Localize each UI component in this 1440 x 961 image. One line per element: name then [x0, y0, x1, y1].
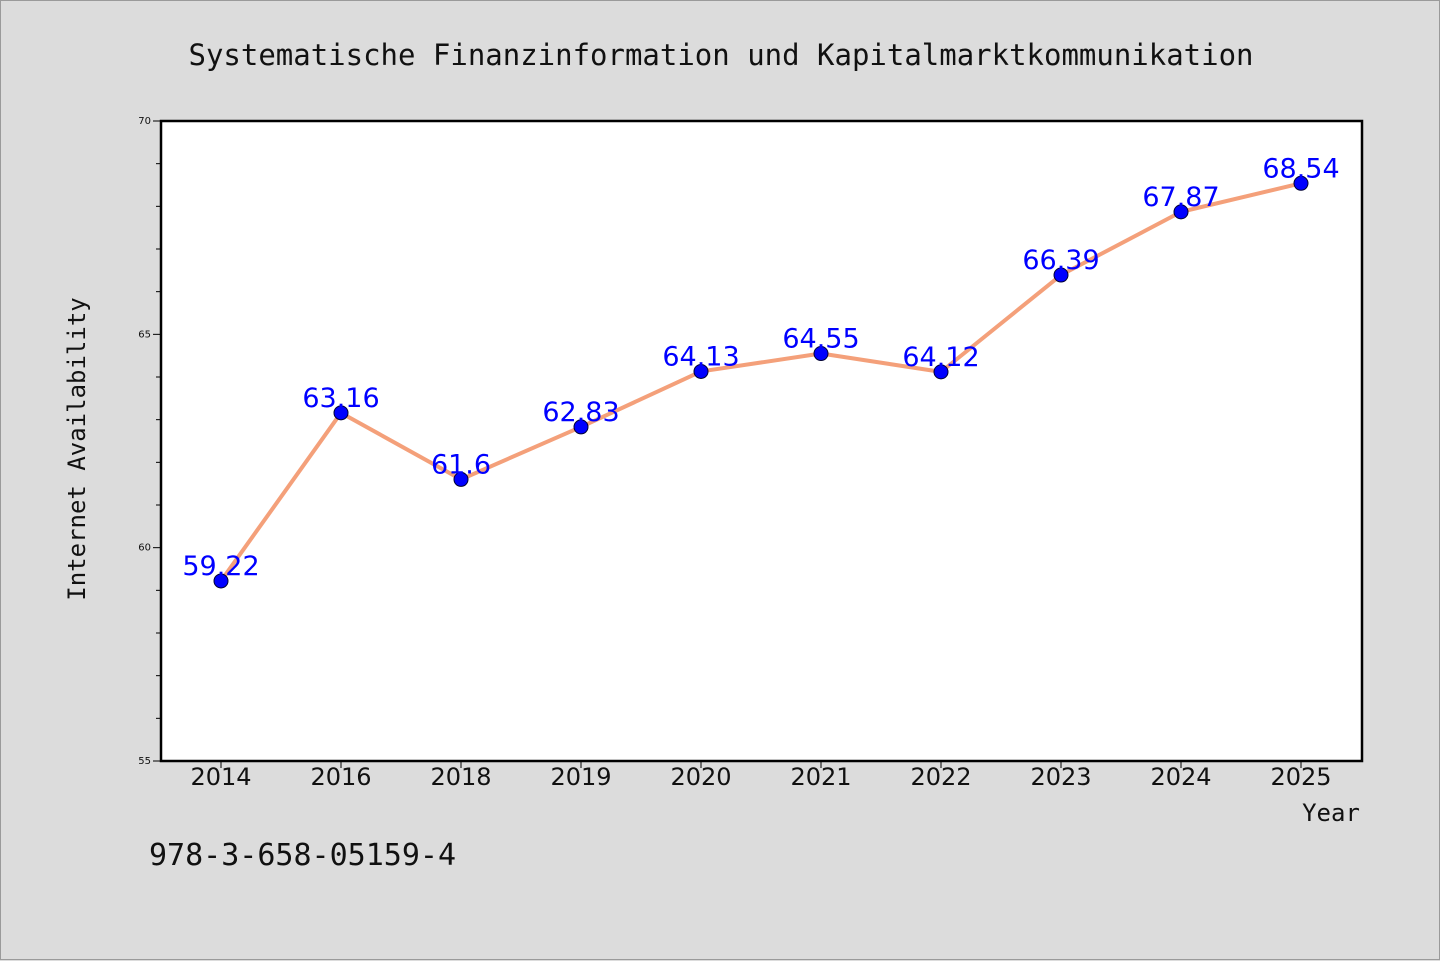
data-label: 64.55	[782, 324, 859, 355]
data-point	[333, 405, 349, 421]
x-tick-label: 2025	[1270, 763, 1331, 791]
data-point	[213, 573, 229, 589]
data-point	[813, 346, 829, 362]
plot-area	[161, 121, 1362, 761]
data-point	[1173, 204, 1189, 220]
data-label: 63.16	[302, 383, 379, 414]
y-axis-label: Internet Availability	[63, 297, 91, 600]
data-point	[453, 471, 469, 487]
data-point	[1293, 175, 1309, 191]
data-label: 61.6	[431, 449, 491, 480]
x-tick-label: 2019	[550, 763, 611, 791]
data-label: 68.54	[1262, 153, 1339, 184]
plot-border	[159, 119, 1364, 763]
data-label: 66.39	[1022, 245, 1099, 276]
y-tick-label: 60	[138, 543, 151, 554]
data-label: 67.87	[1142, 182, 1219, 213]
data-label: 62.83	[542, 397, 619, 428]
data-point	[693, 363, 709, 379]
data-labels: 59.22 63.16 61.6 62.83 64.13 64.55 64.12 66.39 6…	[182, 153, 1339, 582]
data-point	[1053, 267, 1069, 283]
series-line-group	[213, 175, 1309, 589]
x-tick-label: 2021	[790, 763, 851, 791]
y-tick-label: 70	[138, 116, 151, 127]
y-axis: 55 60 65 70	[138, 116, 161, 767]
isbn-text: 978-3-658-05159-4	[149, 838, 456, 873]
x-tick-label: 2024	[1150, 763, 1211, 791]
x-tick-label: 2016	[310, 763, 371, 791]
y-tick-label: 55	[138, 756, 151, 767]
x-tick-label: 2018	[430, 763, 491, 791]
data-label: 64.12	[902, 342, 979, 373]
x-tick-label: 2020	[670, 763, 731, 791]
x-axis: 2014 2016 2018 2019 2020 2021 2022 2023 2024 2025	[190, 761, 1332, 791]
x-tick-label: 2014	[190, 763, 251, 791]
data-label: 64.13	[662, 341, 739, 372]
series-line	[219, 181, 1303, 583]
y-tick-label: 65	[138, 329, 151, 340]
data-point	[933, 364, 949, 380]
x-tick-label: 2023	[1030, 763, 1091, 791]
x-axis-label: Year	[1302, 799, 1360, 827]
data-label: 59.22	[182, 551, 259, 582]
chart-title: Systematische Finanzinformation und Kapi…	[188, 38, 1253, 72]
data-point	[573, 419, 589, 435]
x-tick-label: 2022	[910, 763, 971, 791]
